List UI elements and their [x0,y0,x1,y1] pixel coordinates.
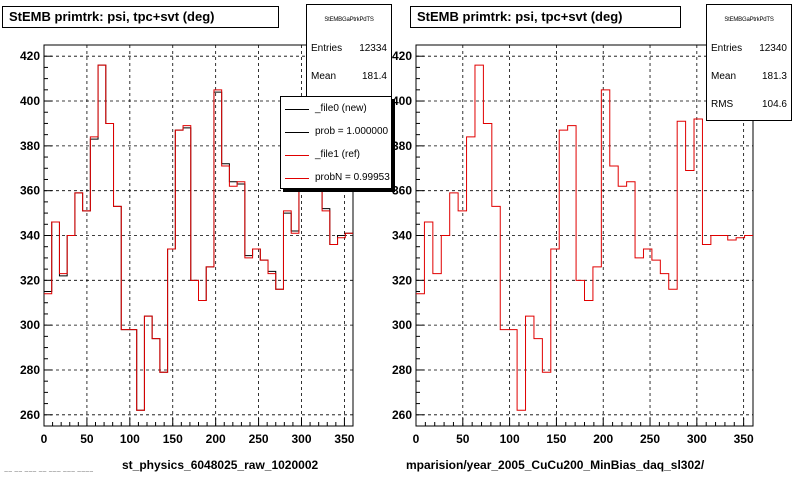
corner-stamp: ~~ ~~ ~~~ ~~ ~~~ ~~~ ~~~~ [4,469,94,476]
legend-label-probn: probN = 0.99953 [315,172,390,183]
left-stats-box: StEMBGaPtrkPdTS Entries 12334 Mean 181.4 [306,4,392,97]
left-legend: _file0 (new) prob = 1.000000 _file1 (ref… [280,96,392,189]
left-x-tick-label: 200 [206,432,226,446]
legend-swatch-prob [285,132,309,133]
right-stats-entries-value: 12340 [759,43,787,54]
right-x-tick-label: 50 [456,432,470,446]
left-stats-mean-label: Mean [311,71,337,82]
left-x-tick-label: 350 [334,432,354,446]
right-x-tick-label: 0 [413,432,420,446]
right-y-tick-label: 380 [392,139,412,153]
left-x-axis-label: st_physics_6048025_raw_1020002 [122,458,319,472]
right-x-tick-label: 250 [640,432,660,446]
right-x-axis-label: mparision/year_2005_CuCu200_MinBias_daq_… [406,458,705,472]
right-y-tick-label: 360 [392,184,412,198]
left-stats-entries-label: Entries [311,43,343,54]
left-stats-header: StEMBGaPtrkPdTS [324,17,374,23]
right-stats-rms-label: RMS [711,99,734,110]
left-stats-mean-value: 181.4 [361,71,387,82]
left-y-tick-label: 320 [20,273,40,287]
left-y-tick-label: 280 [20,363,40,377]
left-x-tick-label: 150 [163,432,183,446]
left-y-tick-label: 340 [20,229,40,243]
right-series-ref-line [416,64,753,411]
legend-swatch-new [285,109,309,110]
legend-label-prob: prob = 1.000000 [315,126,389,137]
legend-label-ref: _file1 (ref) [315,149,361,160]
right-x-tick-label: 200 [593,432,613,446]
right-chart-title: StEMB primtrk: psi, tpc+svt (deg) [410,6,681,28]
left-x-tick-label: 100 [120,432,140,446]
left-x-tick-label: 300 [291,432,311,446]
right-y-tick-label: 420 [392,49,412,63]
left-x-tick-label: 250 [249,432,269,446]
right-stats-box: StEMBGaPtrkPdTS Entries 12340 Mean 181.3… [706,4,792,121]
right-y-tick-label: 340 [392,229,412,243]
left-y-tick-label: 380 [20,139,40,153]
right-x-tick-label: 300 [687,432,707,446]
right-y-tick-label: 260 [392,408,412,422]
left-x-tick-label: 50 [80,432,94,446]
right-y-tick-label: 400 [392,94,412,108]
right-x-tick-label: 150 [546,432,566,446]
left-x-tick-label: 0 [41,432,48,446]
right-stats-entries-label: Entries [711,43,743,54]
right-x-tick-label: 350 [734,432,754,446]
legend-label-new: _file0 (new) [315,103,367,114]
right-stats-mean-label: Mean [711,71,737,82]
right-stats-rms-value: 104.6 [761,99,787,110]
left-y-tick-label: 420 [20,49,40,63]
right-y-tick-label: 280 [392,363,412,377]
right-chart: 0 50 100 150 200 250 300 350 260 280 300 320 340 360 3… [392,44,754,446]
right-y-tick-label: 300 [392,318,412,332]
right-y-tick-label: 320 [392,273,412,287]
legend-swatch-ref [285,155,309,156]
left-y-tick-label: 360 [20,184,40,198]
left-y-tick-label: 300 [20,318,40,332]
right-x-tick-label: 100 [500,432,520,446]
legend-swatch-probn [285,178,309,179]
right-stats-header: StEMBGaPtrkPdTS [724,17,774,23]
left-y-tick-label: 400 [20,94,40,108]
right-stats-mean-value: 181.3 [761,71,787,82]
left-y-tick-label: 260 [20,408,40,422]
left-stats-entries-value: 12334 [359,43,387,54]
left-chart-title: StEMB primtrk: psi, tpc+svt (deg) [2,6,279,28]
